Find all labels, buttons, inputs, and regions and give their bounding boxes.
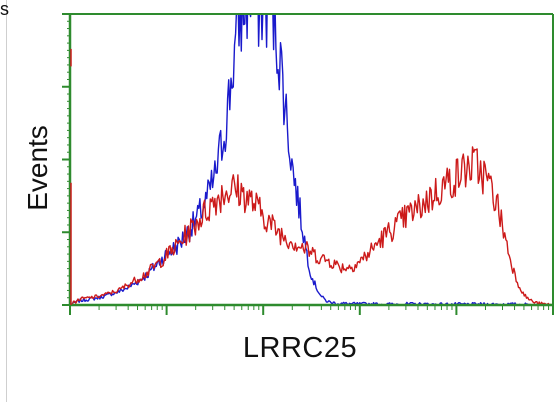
series-line-1 [70,14,553,305]
series-line-2 [70,146,553,305]
panel-label: s [0,0,9,19]
x-axis-label: LRRC25 [242,332,358,364]
left-border-line [6,0,7,402]
